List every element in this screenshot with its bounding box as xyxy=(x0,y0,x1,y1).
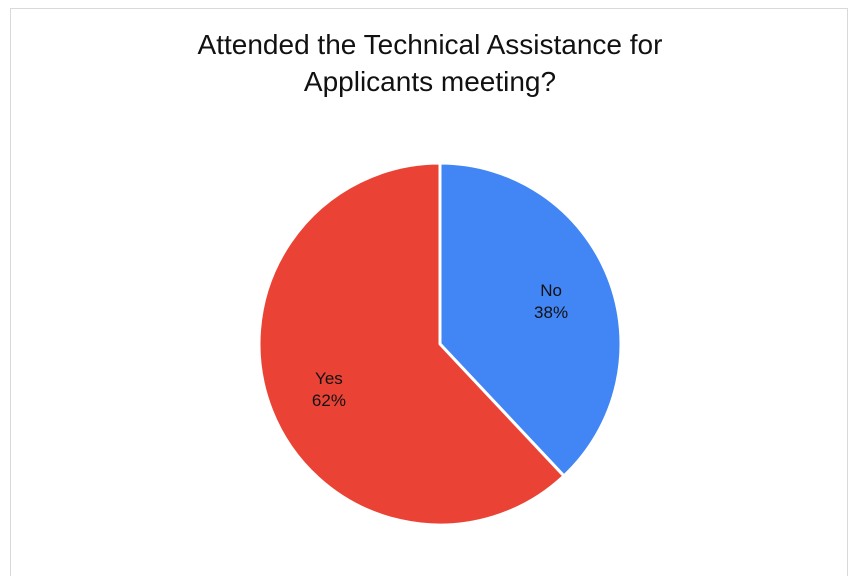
pie-labels: No 38% Yes 62% xyxy=(312,281,568,410)
pie-slices xyxy=(257,161,623,527)
chart-title: Attended the Technical Assistance for Ap… xyxy=(197,29,663,97)
slice-label-yes: Yes xyxy=(315,369,343,388)
pie-slice-yes xyxy=(257,161,566,527)
slice-value-yes: 62% xyxy=(312,391,346,410)
slice-value-no: 38% xyxy=(534,303,568,322)
pie-slice-no xyxy=(438,161,623,478)
slice-label-no: No xyxy=(540,281,562,300)
